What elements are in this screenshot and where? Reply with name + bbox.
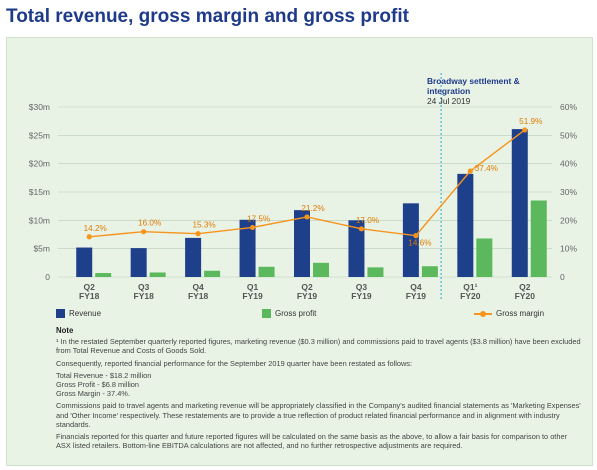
point-gross-margin (467, 168, 473, 174)
legend-gross-profit-swatch (262, 309, 271, 318)
notes: Note ¹ In the restated September quarter… (56, 326, 581, 453)
x-tick-label: FY20 (460, 291, 481, 301)
data-label-gross-margin: 15.3% (193, 221, 216, 230)
x-tick-label: Q2 (301, 282, 313, 292)
y-right-tick-label: 50% (560, 130, 577, 140)
legend-gross-margin-swatch (474, 310, 492, 317)
annotation-title: Broadway settlement & integration (427, 76, 520, 96)
bar-gross-profit (367, 267, 384, 277)
bar-revenue (348, 220, 365, 277)
bar-gross-profit (204, 270, 221, 277)
note-line: Financials reported for this quarter and… (56, 432, 568, 451)
x-tick-label: Q1¹ (463, 282, 477, 292)
bar-gross-profit (258, 266, 275, 277)
y-left-tick-label: 0 (45, 272, 50, 282)
bar-revenue (457, 173, 474, 277)
data-label-gross-margin: 37.4% (475, 164, 498, 173)
point-gross-margin (522, 127, 528, 133)
note-line: Gross Margin - 37.4%. (56, 389, 130, 399)
legend: Revenue Gross profit Gross margin (56, 309, 581, 321)
bar-revenue (130, 248, 147, 277)
x-tick-label: FY18 (79, 291, 100, 301)
x-tick-label: Q4 (410, 282, 422, 292)
legend-revenue-swatch (56, 309, 65, 318)
x-tick-label: FY18 (134, 291, 155, 301)
x-tick-label: FY19 (242, 291, 263, 301)
bar-gross-profit (530, 200, 547, 277)
y-left-tick-label: $25m (29, 130, 50, 140)
data-label-gross-margin: 14.2% (84, 224, 107, 233)
legend-gross-margin: Gross margin (474, 309, 544, 318)
point-gross-margin (358, 226, 365, 232)
x-tick-label: FY19 (406, 291, 427, 301)
point-gross-margin (195, 231, 201, 237)
y-left-tick-label: $10m (29, 215, 50, 225)
legend-gross-profit-label: Gross profit (275, 309, 317, 318)
y-right-tick-label: 10% (560, 244, 577, 254)
y-left-tick-label: $15m (29, 187, 50, 197)
bar-gross-profit (313, 262, 329, 277)
y-left-tick-label: $30m (29, 102, 50, 112)
bar-gross-profit (149, 272, 166, 277)
bar-revenue (76, 247, 93, 277)
x-tick-label: FY18 (188, 291, 209, 301)
point-gross-margin (249, 224, 256, 231)
x-tick-label: FY19 (297, 291, 318, 301)
annotation-date: 24 Jul 2019 (427, 96, 471, 106)
x-tick-label: Q4 (192, 282, 204, 292)
note-line: ¹ In the restated September quarterly re… (56, 337, 581, 356)
y-right-tick-label: 20% (560, 215, 577, 225)
x-tick-label: FY20 (515, 291, 536, 301)
x-tick-label: Q3 (356, 282, 368, 292)
y-right-tick-label: 60% (560, 102, 577, 112)
legend-gross-margin-label: Gross margin (496, 309, 545, 318)
data-label-gross-margin: 17.0% (356, 216, 379, 225)
x-tick-label: Q2 (519, 282, 531, 292)
data-label-gross-margin: 51.9% (519, 117, 542, 126)
bar-revenue (402, 203, 419, 277)
x-tick-label: FY19 (351, 291, 372, 301)
x-tick-label: Q3 (138, 282, 150, 292)
note-line: Gross Profit - $6.8 million (56, 380, 139, 390)
bar-gross-profit (476, 238, 493, 277)
x-tick-label: Q1 (247, 282, 259, 292)
x-tick-label: Q2 (84, 282, 96, 292)
annotation: Broadway settlement & integration 24 Jul… (427, 76, 537, 106)
notes-heading: Note (56, 326, 74, 335)
bar-revenue (294, 210, 310, 277)
note-line: Consequently, reported financial perform… (56, 358, 413, 368)
note-line: Total Revenue - $18.2 million (56, 370, 152, 380)
point-gross-margin (141, 229, 147, 235)
bar-revenue (185, 237, 202, 277)
legend-revenue-label: Revenue (69, 309, 102, 318)
y-left-tick-label: $20m (29, 159, 50, 169)
y-left-tick-label: $5m (33, 244, 50, 254)
bar-gross-profit (95, 273, 112, 277)
point-gross-margin (86, 234, 92, 240)
data-label-gross-margin: 16.0% (138, 219, 161, 228)
bar-revenue (239, 219, 256, 277)
note-line: Commissions paid to travel agents and ma… (56, 401, 581, 429)
y-right-tick-label: 0 (560, 272, 565, 282)
point-gross-margin (304, 214, 310, 220)
y-right-tick-label: 40% (560, 159, 577, 169)
bar-revenue (511, 129, 528, 277)
point-gross-margin (413, 233, 419, 239)
data-label-gross-margin: 21.2% (301, 204, 324, 213)
data-label-gross-margin: 14.6% (408, 239, 431, 248)
legend-gross-profit: Gross profit (262, 309, 316, 318)
y-right-tick-label: 30% (560, 187, 577, 197)
legend-revenue: Revenue (56, 309, 101, 318)
bar-gross-profit (421, 266, 438, 277)
data-label-gross-margin: 17.5% (247, 214, 270, 223)
chart-title: Total revenue, gross margin and gross pr… (6, 6, 409, 27)
